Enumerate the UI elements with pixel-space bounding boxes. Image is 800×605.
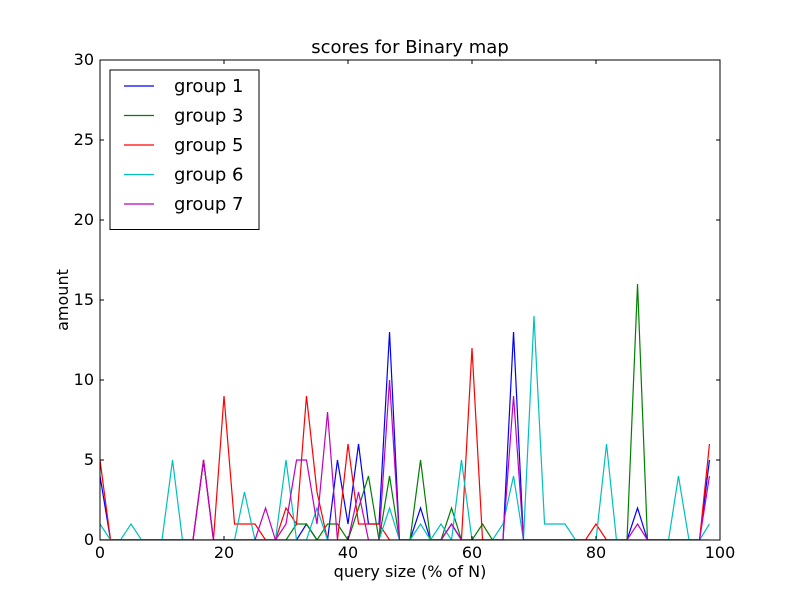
y-tick-label: 15 [74, 290, 94, 309]
legend-label: group 7 [174, 194, 243, 215]
series-line-5 [100, 379, 711, 540]
x-tick-label: 0 [95, 543, 105, 562]
legend: group 1 group 3 group 5 group 6 group 7 [109, 69, 260, 230]
x-tick-label: 80 [586, 543, 606, 562]
legend-label: group 5 [174, 135, 243, 156]
x-tick-label: 60 [462, 543, 482, 562]
y-tick-label: 0 [84, 530, 94, 549]
y-tick-label: 20 [74, 210, 94, 229]
legend-label: group 1 [174, 76, 243, 97]
axes-layer: 0 20 40 60 80 100 0 5 10 15 20 25 30 [74, 50, 736, 562]
y-tick-label: 25 [74, 130, 94, 149]
chart-title: scores for Binary map [311, 37, 509, 58]
series-layer [100, 283, 711, 540]
legend-label: group 3 [174, 106, 243, 127]
y-tick-label: 5 [84, 450, 94, 469]
x-axis-label: query size (% of N) [334, 562, 487, 581]
y-axis-label: amount [53, 269, 72, 331]
x-tick-label: 20 [214, 543, 234, 562]
y-tick-label: 30 [74, 50, 94, 69]
series-line-4 [100, 315, 710, 540]
x-tick-label: 100 [705, 543, 736, 562]
x-tick-label: 40 [338, 543, 358, 562]
legend-label: group 6 [174, 165, 243, 186]
legend-box [109, 69, 260, 230]
y-tick-label: 10 [74, 370, 94, 389]
